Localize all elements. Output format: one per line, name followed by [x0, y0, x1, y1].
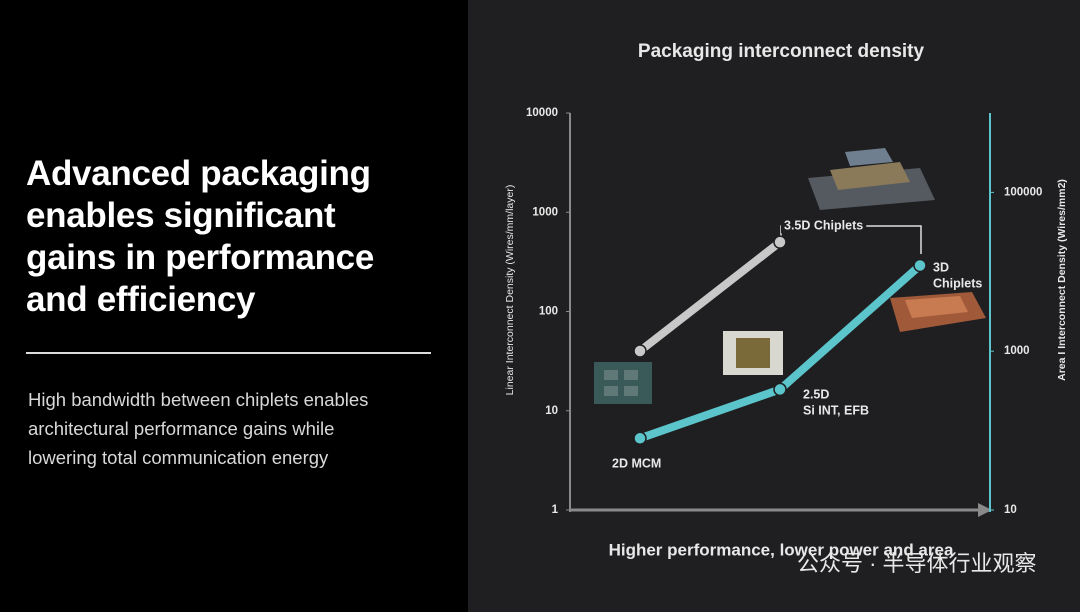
- data-point: [773, 235, 787, 249]
- heading-line: and efficiency: [26, 280, 256, 319]
- point-label: 2.5D: [803, 387, 829, 401]
- data-point: [633, 344, 647, 358]
- body-line: lowering total communication energy: [28, 447, 329, 468]
- y2-tick-label: 100000: [1004, 186, 1042, 198]
- heading-line: gains in performance: [26, 238, 374, 277]
- watermark: 公众号 · 半导体行业观察: [797, 551, 1037, 576]
- point-label: 3D: [933, 260, 949, 274]
- label-bg: [781, 217, 867, 234]
- chart-panel: [468, 0, 1080, 612]
- y2-tick-label: 10: [1004, 504, 1017, 516]
- heading-line: Advanced packaging: [26, 154, 371, 193]
- y-tick-label: 1: [552, 504, 559, 516]
- point-label: 3.5D Chiplets: [784, 218, 863, 232]
- divider: [26, 352, 431, 354]
- y-tick-label: 10: [545, 405, 558, 417]
- y-tick-label: 1000: [532, 206, 558, 218]
- text-panel: Advanced packaging enables significant g…: [0, 0, 468, 612]
- x-axis-label: Higher performance, lower power and area: [609, 540, 954, 559]
- package-2d-image: [594, 362, 652, 404]
- package-3d-image: [890, 292, 986, 332]
- y2-axis-label: Area I Interconnect Density (Wires/mm2): [1056, 179, 1068, 381]
- y2-tick-label: 1000: [1004, 345, 1030, 357]
- package-2-5d-image: [723, 331, 783, 375]
- y-tick-label: 10000: [526, 107, 558, 119]
- data-point: [773, 382, 787, 397]
- point-label: 2D MCM: [612, 456, 661, 470]
- point-label: Chiplets: [933, 276, 982, 290]
- chart-title: Packaging interconnect density: [638, 41, 925, 62]
- package-3-5d-image: [808, 148, 935, 210]
- y-axis-label: Linear Interconnect Density (Wires/mm/la…: [504, 185, 516, 396]
- data-point: [633, 431, 647, 446]
- data-point: [913, 258, 927, 273]
- y-tick-label: 100: [539, 306, 558, 318]
- heading-line: enables significant: [26, 196, 336, 235]
- body-line: architectural performance gains while: [28, 418, 335, 439]
- x-axis-arrow: [978, 503, 992, 517]
- point-label: Si INT, EFB: [803, 403, 869, 417]
- body-line: High bandwidth between chiplets enables: [28, 389, 369, 410]
- series-line: [636, 238, 784, 355]
